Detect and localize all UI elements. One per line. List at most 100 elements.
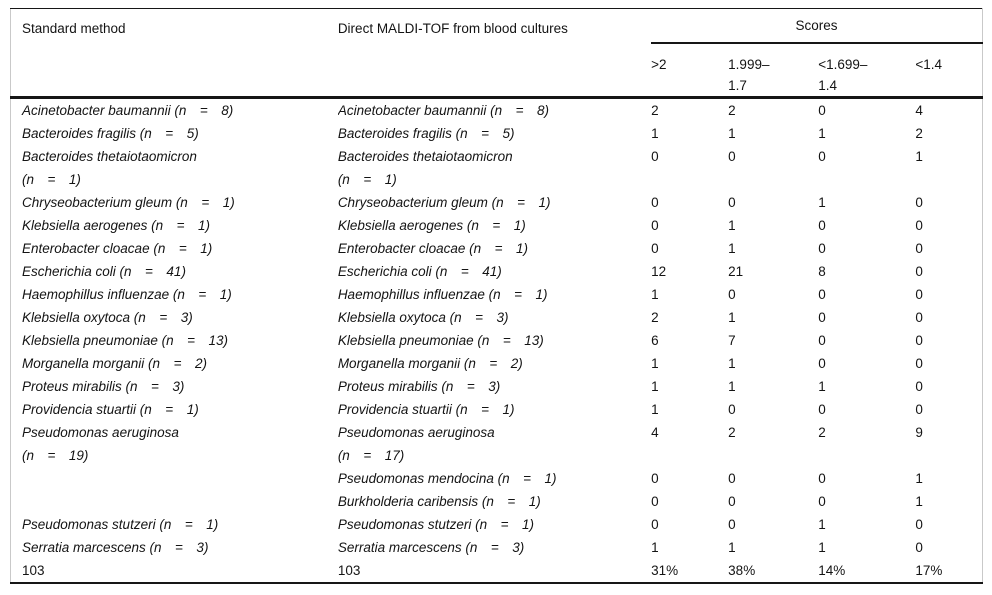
score-cell-2: 1 <box>818 378 826 394</box>
score-cell-0: 1 <box>651 401 659 417</box>
table-row: Morganella morganii (n = 2) Morganella mo… <box>11 352 983 375</box>
score-cell-1: 0 <box>728 148 736 164</box>
maldi-cell: Escherichia coli (n = 41) <box>337 263 502 279</box>
score-range-header-1: 1.999– 1.7 <box>728 42 819 99</box>
score-cell-3: 0 <box>915 286 923 302</box>
score-cell-1: 1 <box>728 539 736 555</box>
table-row: Klebsiella aerogenes (n = 1) Klebsiella a… <box>11 214 983 237</box>
score-cell-2: 1 <box>818 194 826 210</box>
score-cell-3: 2 <box>915 125 923 141</box>
maldi-cell: Pseudomonas stutzeri (n = 1) <box>337 516 535 532</box>
table-body: Acinetobacter baumannii (n = 8) Acinetoba… <box>11 97 983 583</box>
standard-method-cell: 103 <box>22 562 45 578</box>
table-row: Enterobacter cloacae (n = 1) Enterobacter… <box>11 237 983 260</box>
score-cell-0: 1 <box>651 539 659 555</box>
standard-method-cell: Enterobacter cloacae (n = 1) <box>22 240 213 256</box>
score-cell-1: 2 <box>728 102 736 118</box>
standard-method-cell: Pseudomonas stutzeri (n = 1) <box>22 516 219 532</box>
score-cell-2: 0 <box>818 470 826 486</box>
maldi-cell: Klebsiella aerogenes (n = 1) <box>337 217 526 233</box>
score-cell-0: 0 <box>651 240 659 256</box>
maldi-cell: Chryseobacterium gleum (n = 1) <box>337 194 551 210</box>
score-cell-2: 0 <box>818 355 826 371</box>
score-cell-0: 1 <box>651 378 659 394</box>
table-row: Chryseobacterium gleum (n = 1) Chryseobac… <box>11 191 983 214</box>
score-cell-2: 0 <box>818 309 826 325</box>
score-cell-3: 0 <box>915 378 923 394</box>
score-cell-1: 38% <box>728 562 756 578</box>
col-header-direct-maldi: Direct MALDI-TOF from blood cultures <box>337 8 652 99</box>
score-cell-0: 12 <box>651 263 667 279</box>
standard-method-cell: Providencia stuartii (n = 1) <box>22 401 199 417</box>
standard-method-cell <box>11 467 338 490</box>
score-cell-3: 1 <box>915 470 923 486</box>
score-cell-3: 0 <box>915 309 923 325</box>
maldi-cell: Pseudomonas aeruginosa (n = 17) <box>337 424 495 463</box>
score-cell-0: 0 <box>651 217 659 233</box>
standard-method-cell: Chryseobacterium gleum (n = 1) <box>22 194 235 210</box>
score-cell-1: 0 <box>728 194 736 210</box>
score-cell-3: 0 <box>915 217 923 233</box>
standard-method-cell: Escherichia coli (n = 41) <box>22 263 186 279</box>
standard-method-cell: Klebsiella pneumoniae (n = 13) <box>22 332 228 348</box>
maldi-cell: Providencia stuartii (n = 1) <box>337 401 515 417</box>
maldi-cell: Proteus mirabilis (n = 3) <box>337 378 501 394</box>
maldi-cell: Acinetobacter baumannii (n = 8) <box>337 102 550 118</box>
maldi-cell: Morganella morganii (n = 2) <box>337 355 523 371</box>
maldi-cell: 103 <box>337 562 361 578</box>
score-cell-0: 31% <box>651 562 679 578</box>
table-row: Escherichia coli (n = 41) Escherichia col… <box>11 260 983 283</box>
score-cell-0: 2 <box>651 309 659 325</box>
score-cell-3: 17% <box>915 562 943 578</box>
score-cell-2: 0 <box>818 401 826 417</box>
maldi-cell: Bacteroides fragilis (n = 5) <box>337 125 515 141</box>
maldi-cell: Klebsiella pneumoniae (n = 13) <box>337 332 544 348</box>
score-cell-3: 0 <box>915 539 923 555</box>
standard-method-cell: Klebsiella oxytoca (n = 3) <box>22 309 193 325</box>
score-cell-2: 1 <box>818 516 826 532</box>
score-cell-3: 1 <box>915 493 923 509</box>
table-header: Standard method Direct MALDI-TOF from bl… <box>10 8 983 99</box>
score-cell-0: 0 <box>651 148 659 164</box>
score-cell-3: 0 <box>915 240 923 256</box>
score-cell-2: 0 <box>818 493 826 509</box>
score-cell-2: 8 <box>818 263 826 279</box>
standard-method-cell: Acinetobacter baumannii (n = 8) <box>22 102 234 118</box>
table-row: Serratia marcescens (n = 3) Serratia marc… <box>11 536 983 559</box>
score-cell-3: 0 <box>915 355 923 371</box>
score-cell-2: 2 <box>818 424 826 440</box>
score-cell-1: 1 <box>728 309 736 325</box>
score-cell-1: 1 <box>728 125 736 141</box>
score-cell-3: 0 <box>915 263 923 279</box>
maldi-cell: Bacteroides thetaiotaomicron (n = 1) <box>337 148 513 187</box>
maldi-cell: Klebsiella oxytoca (n = 3) <box>337 309 509 325</box>
col-header-standard-method: Standard method <box>10 8 338 99</box>
score-cell-1: 1 <box>728 355 736 371</box>
score-cell-3: 9 <box>915 424 923 440</box>
score-cell-1: 0 <box>728 493 736 509</box>
standard-method-cell: Proteus mirabilis (n = 3) <box>22 378 185 394</box>
table-row: Bacteroides thetaiotaomicron (n = 1) Bact… <box>11 145 983 191</box>
identification-results-table: Standard method Direct MALDI-TOF from bl… <box>10 8 983 584</box>
maldi-cell: Pseudomonas mendocina (n = 1) <box>337 470 557 486</box>
score-cell-3: 0 <box>915 332 923 348</box>
score-cell-1: 0 <box>728 401 736 417</box>
score-cell-1: 7 <box>728 332 736 348</box>
standard-method-cell: Bacteroides thetaiotaomicron (n = 1) <box>22 148 197 187</box>
score-cell-0: 2 <box>651 102 659 118</box>
score-cell-2: 1 <box>818 539 826 555</box>
score-cell-0: 1 <box>651 125 659 141</box>
score-cell-3: 0 <box>915 401 923 417</box>
header-group-row: Standard method Direct MALDI-TOF from bl… <box>10 8 983 99</box>
col-group-header-scores: Scores <box>651 8 983 44</box>
table-row: Providencia stuartii (n = 1) Providencia … <box>11 398 983 421</box>
score-cell-0: 1 <box>651 286 659 302</box>
maldi-cell: Burkholderia caribensis (n = 1) <box>337 493 541 509</box>
score-cell-0: 0 <box>651 470 659 486</box>
table-row: Klebsiella pneumoniae (n = 13) Klebsiella… <box>11 329 983 352</box>
table-row: Burkholderia caribensis (n = 1) 0 0 0 1 <box>11 490 983 513</box>
score-cell-1: 0 <box>728 470 736 486</box>
score-cell-2: 1 <box>818 125 826 141</box>
score-cell-3: 0 <box>915 194 923 210</box>
table-row: Haemophillus influenzae (n = 1) Haemophil… <box>11 283 983 306</box>
